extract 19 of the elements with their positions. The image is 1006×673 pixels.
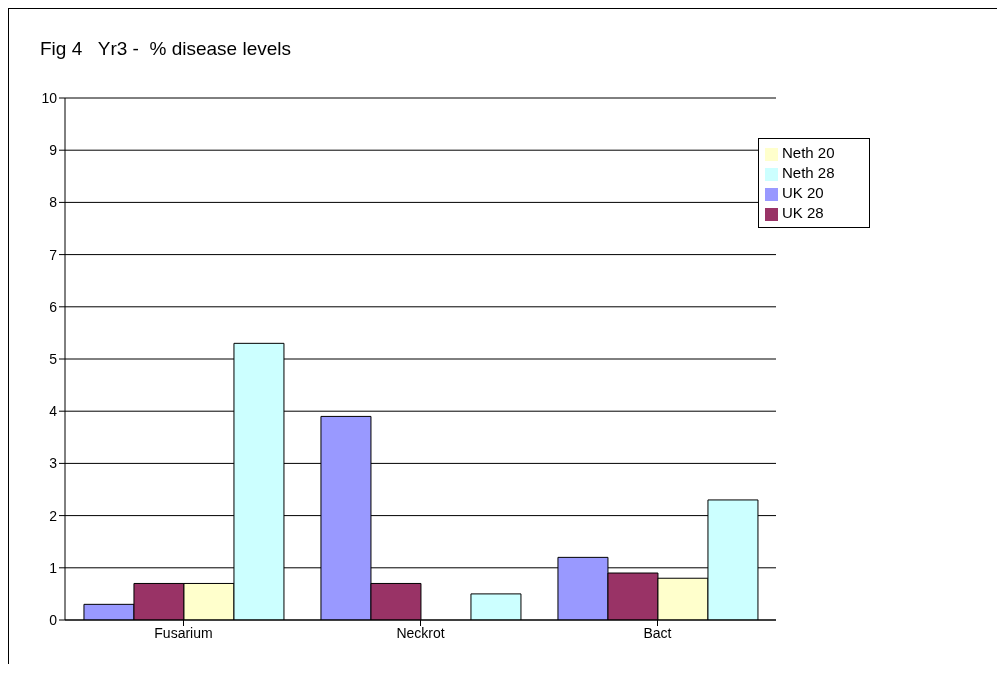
chart-title: Fig 4 Yr3 - % disease levels: [40, 38, 291, 60]
y-tick-label: 10: [41, 89, 58, 106]
y-tick-label: 9: [49, 142, 58, 159]
x-tick-label: Neckrot: [396, 624, 445, 641]
legend-label: UK 20: [782, 184, 824, 201]
y-tick-label: 1: [49, 559, 58, 576]
legend-label: Neth 28: [782, 164, 835, 181]
y-tick-label: 4: [49, 403, 58, 420]
y-tick-label: 5: [49, 350, 58, 367]
x-tick-label: Bact: [643, 624, 672, 641]
y-tick-label: 2: [49, 507, 58, 524]
legend-label: UK 28: [782, 204, 824, 221]
y-tick-label: 7: [49, 246, 58, 263]
y-tick-label: 0: [49, 611, 58, 628]
y-tick-label: 3: [49, 455, 58, 472]
y-tick-label: 6: [49, 298, 58, 315]
legend-label: Neth 20: [782, 144, 835, 161]
y-tick-label: 8: [49, 194, 58, 211]
x-tick-label: Fusarium: [154, 624, 213, 641]
